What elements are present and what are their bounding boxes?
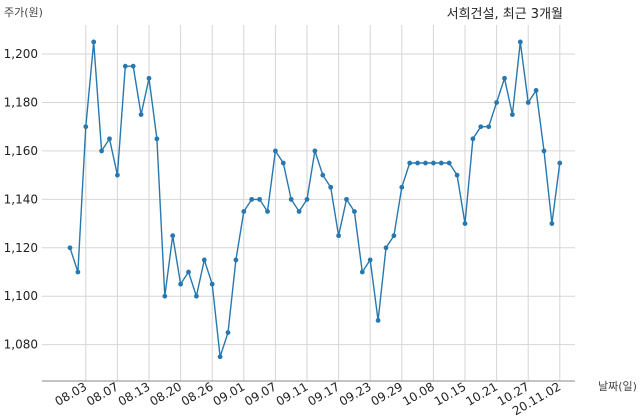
y-tick-label: 1,160 — [4, 144, 38, 158]
x-tick-label: 09.29 — [369, 379, 406, 408]
data-point — [344, 196, 349, 202]
data-point — [352, 209, 357, 214]
x-tick-label: 08.03 — [53, 379, 90, 408]
data-point — [225, 330, 231, 335]
data-point — [91, 39, 97, 45]
x-tick-label: 09.01 — [211, 379, 248, 408]
data-point — [273, 148, 278, 154]
x-tick-label: 10.21 — [463, 379, 500, 408]
x-tick-label: 08.20 — [147, 379, 184, 408]
data-point — [99, 148, 104, 154]
data-point — [138, 112, 144, 118]
x-tick-label: 09.17 — [305, 379, 342, 408]
data-point — [201, 257, 207, 263]
data-point — [525, 100, 531, 105]
data-point — [233, 257, 239, 263]
x-tick-label: 08.26 — [179, 379, 216, 408]
y-tick-label: 1,180 — [4, 95, 38, 109]
data-point — [217, 354, 223, 360]
data-point — [265, 209, 270, 214]
x-axis-ticks: 08.0308.0708.1308.2008.2609.0109.0709.11… — [53, 379, 564, 418]
x-tick-label: 08.13 — [116, 379, 153, 408]
data-point — [336, 233, 341, 239]
data-point — [296, 209, 302, 214]
data-point — [83, 124, 89, 130]
data-point — [549, 221, 555, 226]
data-point — [431, 160, 436, 166]
data-point — [462, 221, 468, 226]
y-axis-ticks: 1,080 1,100 1,120 1,140 1,160 1,180 1,200 — [4, 47, 38, 352]
data-point — [257, 196, 262, 202]
data-point — [122, 63, 128, 69]
data-point — [154, 136, 160, 142]
x-tick-label: 09.07 — [242, 379, 279, 408]
data-point — [470, 136, 476, 142]
data-point — [415, 160, 420, 166]
data-point — [162, 293, 168, 299]
data-point — [288, 196, 294, 202]
data-point — [194, 293, 199, 299]
data-point — [454, 172, 460, 178]
data-point — [502, 75, 507, 81]
data-point — [146, 75, 152, 81]
data-point — [304, 196, 310, 202]
data-point — [399, 184, 405, 190]
data-point — [249, 196, 255, 202]
data-point — [312, 148, 318, 154]
data-point — [367, 257, 373, 263]
y-tick-label: 1,200 — [4, 47, 38, 61]
data-point — [115, 172, 120, 178]
y-tick-label: 1,100 — [4, 289, 38, 303]
price-series-points — [67, 39, 563, 360]
grid-lines — [42, 25, 575, 381]
data-point — [320, 172, 326, 178]
data-point — [438, 160, 444, 166]
data-point — [478, 124, 484, 130]
data-point — [494, 100, 499, 105]
data-point — [533, 87, 539, 93]
data-point — [383, 245, 389, 251]
data-point — [130, 63, 136, 69]
data-point — [486, 124, 492, 130]
data-point — [178, 281, 184, 287]
data-point — [375, 318, 381, 323]
y-tick-label: 1,080 — [4, 338, 38, 352]
data-point — [170, 233, 176, 239]
data-point — [557, 160, 563, 166]
y-axis-label: 주가(원) — [4, 6, 43, 19]
data-point — [280, 160, 286, 166]
data-point — [107, 136, 112, 142]
chart-title: 서희건설, 최근 3개월 — [447, 7, 563, 22]
data-point — [359, 269, 365, 275]
x-tick-label: 09.11 — [274, 379, 311, 408]
x-tick-label: 09.23 — [337, 379, 374, 408]
data-point — [407, 160, 413, 166]
x-tick-label: 10.15 — [432, 379, 469, 408]
x-tick-label: 08.07 — [84, 379, 121, 408]
data-point — [541, 148, 547, 154]
y-tick-label: 1,140 — [4, 192, 38, 206]
data-point — [186, 269, 191, 275]
y-tick-label: 1,120 — [4, 241, 38, 255]
x-tick-label: 10.08 — [400, 379, 437, 408]
data-point — [391, 233, 397, 239]
data-point — [517, 39, 523, 45]
data-point — [446, 160, 452, 166]
data-point — [423, 160, 428, 166]
data-point — [510, 112, 515, 118]
data-point — [328, 184, 334, 190]
data-point — [209, 281, 215, 287]
data-point — [75, 269, 81, 275]
x-axis-label: 날짜(일) — [598, 379, 637, 393]
data-point — [241, 209, 247, 214]
data-point — [67, 245, 73, 251]
